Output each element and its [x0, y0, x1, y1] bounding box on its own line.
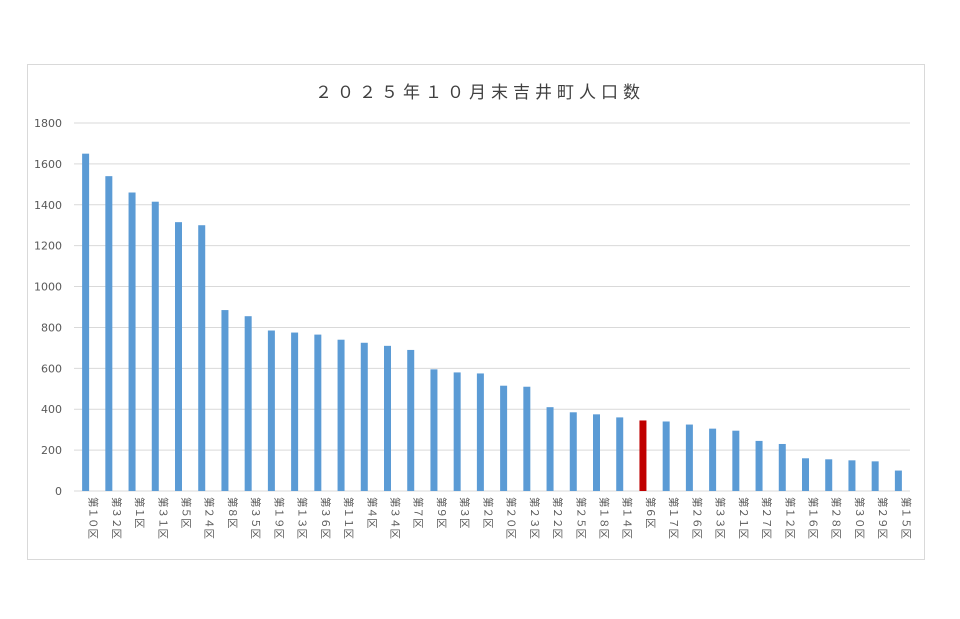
bar	[82, 153, 90, 491]
bar	[198, 225, 206, 491]
x-tick-label: 第２６区	[690, 497, 703, 539]
bar	[453, 372, 461, 491]
bar	[175, 222, 182, 491]
y-tick-label: 600	[41, 362, 62, 375]
x-tick-label: 第６区	[644, 497, 657, 529]
bar	[337, 339, 345, 491]
y-tick-label: 1200	[34, 240, 62, 253]
bar	[105, 176, 113, 491]
bar	[825, 459, 833, 491]
bar	[848, 460, 856, 491]
y-tick-label: 1800	[34, 117, 62, 130]
y-tick-label: 200	[41, 444, 62, 457]
x-tick-label: 第１８区	[598, 497, 611, 539]
y-tick-label: 1400	[34, 199, 62, 212]
x-tick-label: 第１３区	[296, 497, 309, 539]
bar	[476, 373, 484, 491]
bar	[314, 334, 322, 491]
x-tick-label: 第３２区	[110, 497, 123, 539]
x-tick-label: 第２７区	[760, 497, 773, 539]
bar	[267, 330, 275, 491]
bar	[871, 461, 879, 491]
x-tick-label: 第１区	[133, 497, 146, 529]
x-tick-label: 第７区	[412, 497, 425, 529]
x-tick-label: 第３１区	[156, 497, 169, 539]
x-tick-label: 第２９区	[876, 497, 889, 539]
bar	[755, 440, 763, 491]
bar	[639, 420, 647, 491]
bar	[430, 369, 438, 491]
x-tick-label: 第１５区	[899, 497, 912, 539]
x-tick-label: 第２５区	[574, 497, 587, 539]
x-tick-label: 第１２区	[783, 497, 796, 539]
bar	[616, 417, 624, 491]
x-tick-label: 第３６区	[319, 497, 332, 539]
x-tick-label: 第２１区	[737, 497, 750, 539]
x-tick-label: 第３区	[458, 497, 471, 529]
x-tick-label: 第４区	[365, 497, 378, 529]
bar	[802, 458, 809, 491]
y-tick-label: 800	[41, 321, 62, 334]
chart-title: ２０２５年１０月末吉井町人口数	[315, 83, 645, 103]
bar	[221, 310, 229, 491]
y-tick-label: 0	[55, 485, 62, 498]
y-tick-label: 1600	[34, 158, 62, 171]
x-tick-label: 第１０区	[87, 497, 100, 539]
x-tick-label: 第３０区	[853, 497, 866, 539]
x-tick-label: 第２区	[481, 497, 494, 529]
x-tick-label: 第１９区	[272, 497, 285, 539]
bar	[593, 414, 600, 491]
bar	[244, 316, 252, 491]
x-tick-label: 第３５区	[249, 497, 262, 539]
x-tick-label: 第３３区	[714, 497, 727, 539]
bar	[569, 412, 577, 491]
bar	[128, 192, 136, 491]
bar	[546, 407, 554, 491]
x-tick-label: 第９区	[435, 497, 448, 529]
x-tick-label: 第２３区	[528, 497, 541, 539]
x-tick-label: 第２８区	[830, 497, 843, 539]
bar	[360, 342, 368, 491]
bar	[732, 430, 740, 491]
y-tick-label: 1000	[34, 281, 62, 294]
bar	[384, 345, 391, 491]
bar	[894, 470, 902, 491]
bar	[407, 349, 415, 491]
x-tick-label: 第３４区	[389, 497, 402, 539]
bar	[709, 428, 717, 491]
x-tick-label: 第１４区	[621, 497, 634, 539]
x-tick-label: 第５区	[180, 497, 193, 529]
bar	[685, 424, 693, 491]
bar	[291, 332, 299, 491]
x-tick-label: 第２０区	[505, 497, 518, 539]
x-tick-label: 第１１区	[342, 497, 355, 539]
bar	[523, 386, 531, 491]
bar	[778, 443, 786, 491]
bar	[662, 421, 670, 491]
bar	[151, 201, 159, 491]
x-tick-label: 第２４区	[203, 497, 216, 539]
x-tick-label: 第１７区	[667, 497, 680, 539]
y-tick-label: 400	[41, 403, 62, 416]
x-tick-label: 第２２区	[551, 497, 564, 539]
bar	[500, 385, 508, 491]
x-tick-label: 第１６区	[807, 497, 820, 539]
x-tick-label: 第８区	[226, 497, 239, 529]
